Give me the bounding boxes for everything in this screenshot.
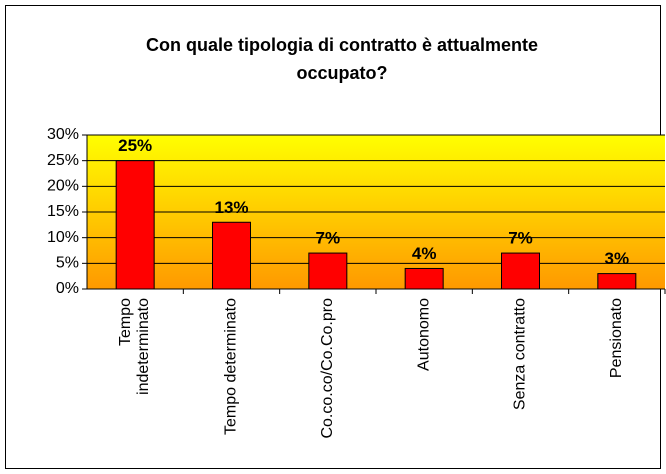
bar xyxy=(597,273,637,290)
value-label: 3% xyxy=(605,249,630,268)
x-tick-label: Pensionato xyxy=(608,298,625,378)
bar xyxy=(115,160,155,290)
x-tick-label: Co.co.co/Co.Co.pro xyxy=(319,298,336,439)
y-tick-label: 10% xyxy=(47,229,79,246)
value-label: 25% xyxy=(118,136,152,155)
x-tick-label: Senza contratto xyxy=(512,298,529,410)
y-tick-label: 30% xyxy=(47,126,79,143)
bar xyxy=(501,252,540,290)
value-label: 4% xyxy=(412,244,437,263)
bar xyxy=(404,267,444,290)
value-label: 7% xyxy=(316,229,341,248)
y-tick-label: 20% xyxy=(47,178,79,195)
chart-title: Con quale tipologia di contratto è attua… xyxy=(146,35,538,83)
x-tick-label: Tempo determinato xyxy=(223,298,240,435)
value-label: 7% xyxy=(508,229,533,248)
y-tick-label: 25% xyxy=(47,152,79,169)
bar xyxy=(212,221,251,290)
bar xyxy=(308,252,348,290)
x-tick-label: Autonomo xyxy=(415,298,432,371)
y-tick-label: 5% xyxy=(56,255,79,272)
x-tick-label: Tempoindeterminato xyxy=(117,298,152,395)
value-label: 13% xyxy=(214,198,248,217)
y-tick-label: 0% xyxy=(56,280,79,297)
y-tick-label: 15% xyxy=(47,203,79,220)
